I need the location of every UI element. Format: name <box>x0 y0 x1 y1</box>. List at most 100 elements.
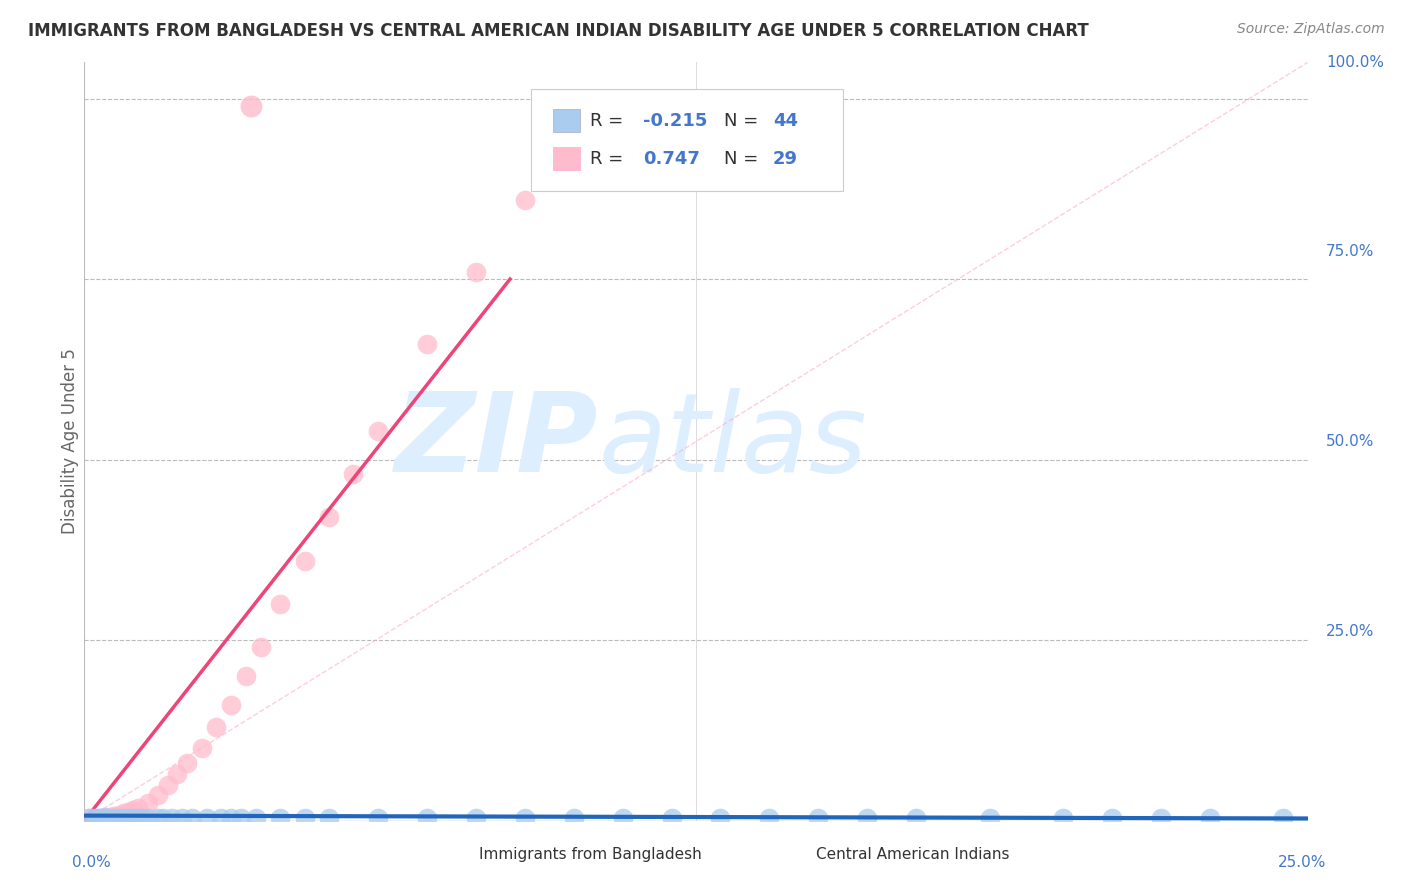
Point <box>103 809 125 823</box>
Point <box>1150 812 1173 826</box>
Point <box>181 812 204 826</box>
Point <box>1052 812 1074 826</box>
Point <box>97 812 120 826</box>
Point <box>318 812 340 826</box>
Point <box>176 756 198 770</box>
Text: N =: N = <box>724 112 763 130</box>
Point <box>229 812 252 826</box>
Point <box>269 597 291 611</box>
Point <box>136 812 159 826</box>
Point <box>191 741 214 756</box>
Point <box>219 811 242 825</box>
Text: R =: R = <box>589 150 628 168</box>
Point <box>249 640 271 655</box>
Point <box>416 812 439 826</box>
Point <box>77 812 100 826</box>
Text: -0.215: -0.215 <box>644 112 707 130</box>
Point <box>979 811 1001 825</box>
Point <box>166 766 188 780</box>
Point <box>269 812 291 826</box>
Point <box>464 811 486 825</box>
Point <box>132 811 155 825</box>
Point <box>205 720 228 734</box>
Point <box>219 698 242 712</box>
Point <box>245 811 267 825</box>
Point <box>83 811 105 825</box>
Point <box>318 510 340 524</box>
FancyBboxPatch shape <box>553 147 579 170</box>
Point <box>87 812 110 826</box>
Point <box>342 467 364 481</box>
Point <box>112 811 135 825</box>
Text: Source: ZipAtlas.com: Source: ZipAtlas.com <box>1237 22 1385 37</box>
Point <box>117 805 139 819</box>
Point <box>152 811 174 825</box>
Point <box>122 811 145 825</box>
Point <box>162 812 184 826</box>
Text: ZIP: ZIP <box>395 388 598 495</box>
Point <box>709 812 731 826</box>
Text: 0.0%: 0.0% <box>72 855 111 870</box>
FancyBboxPatch shape <box>439 846 474 863</box>
FancyBboxPatch shape <box>776 846 810 863</box>
Point <box>856 811 879 825</box>
Point <box>807 812 830 826</box>
Y-axis label: Disability Age Under 5: Disability Age Under 5 <box>62 349 80 534</box>
Point <box>464 265 486 279</box>
Point <box>513 812 536 826</box>
Point <box>239 99 262 113</box>
Point <box>93 810 115 824</box>
Point <box>905 812 928 826</box>
Point <box>1272 812 1295 826</box>
Text: N =: N = <box>724 150 763 168</box>
Point <box>127 812 149 826</box>
Point <box>146 812 169 826</box>
Point <box>112 806 135 821</box>
Point <box>117 812 139 826</box>
Point <box>93 811 115 825</box>
Text: 25.0%: 25.0% <box>1326 624 1374 639</box>
Point <box>612 812 634 826</box>
Point <box>122 803 145 817</box>
Point <box>1198 811 1220 825</box>
Point <box>107 808 129 822</box>
Point <box>235 669 257 683</box>
Point <box>416 337 439 351</box>
Point <box>294 811 316 825</box>
Text: atlas: atlas <box>598 388 866 495</box>
FancyBboxPatch shape <box>553 110 579 132</box>
Point <box>103 811 125 825</box>
Point <box>562 811 585 825</box>
Text: 29: 29 <box>773 150 799 168</box>
Point <box>758 811 780 825</box>
FancyBboxPatch shape <box>531 89 842 191</box>
Text: 44: 44 <box>773 112 799 130</box>
Point <box>107 812 129 826</box>
Point <box>87 811 110 825</box>
Point <box>136 796 159 810</box>
Point <box>195 811 218 825</box>
Text: 75.0%: 75.0% <box>1326 244 1374 260</box>
Point <box>77 812 100 826</box>
Point <box>367 811 389 825</box>
Point <box>1101 811 1123 825</box>
Point <box>83 812 105 826</box>
Point <box>172 811 194 825</box>
Text: 100.0%: 100.0% <box>1326 55 1384 70</box>
Point <box>97 810 120 824</box>
Text: Immigrants from Bangladesh: Immigrants from Bangladesh <box>479 847 702 862</box>
Point <box>209 812 232 826</box>
Text: IMMIGRANTS FROM BANGLADESH VS CENTRAL AMERICAN INDIAN DISABILITY AGE UNDER 5 COR: IMMIGRANTS FROM BANGLADESH VS CENTRAL AM… <box>28 22 1088 40</box>
Text: R =: R = <box>589 112 628 130</box>
Text: 25.0%: 25.0% <box>1278 855 1326 870</box>
Text: 0.747: 0.747 <box>644 150 700 168</box>
Point <box>513 193 536 207</box>
Point <box>127 800 149 814</box>
Point <box>146 789 169 803</box>
Text: Central American Indians: Central American Indians <box>815 847 1010 862</box>
Point <box>156 778 179 792</box>
Point <box>294 554 316 568</box>
Point <box>367 424 389 438</box>
Point <box>661 811 683 825</box>
Text: 50.0%: 50.0% <box>1326 434 1374 449</box>
